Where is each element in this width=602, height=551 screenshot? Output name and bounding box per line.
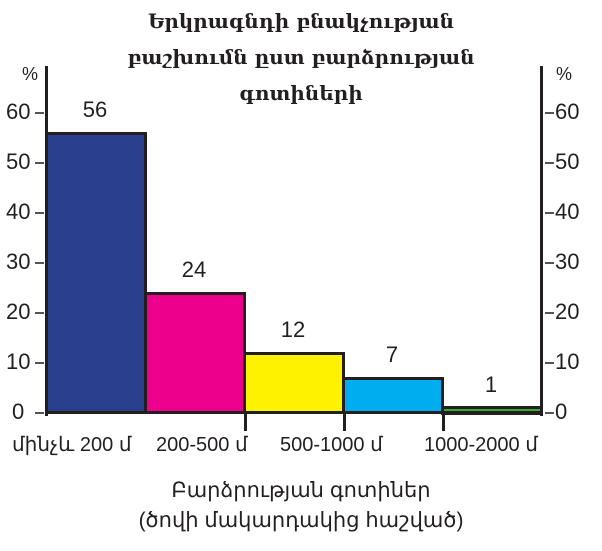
left-y-tick-label: 50	[6, 149, 31, 174]
x-tick-1000	[343, 413, 346, 431]
left-y-tick	[35, 212, 44, 214]
bar-1	[144, 292, 246, 414]
right-y-tick	[545, 412, 554, 414]
x-axis-subtitle: (ծովի մակարդակից հաշված)	[138, 509, 464, 532]
right-y-tick-label: 20	[555, 299, 580, 324]
left-y-tick	[35, 412, 44, 414]
bar-value-label-1: 24	[181, 257, 207, 282]
bar-0	[45, 132, 147, 414]
x-axis-title: Բարձրության գոտիներ	[171, 479, 431, 502]
left-y-tick	[35, 112, 44, 114]
right-y-tick-label: 40	[555, 199, 580, 224]
right-y-tick-label: 10	[555, 349, 580, 374]
right-y-tick	[545, 262, 554, 264]
bar-2	[243, 352, 345, 414]
left-y-tick-label: 40	[6, 199, 31, 224]
x-label-3: 1000-2000 մ	[424, 434, 538, 456]
x-label-0: մինչև 200 մ	[12, 434, 132, 456]
x-tick-2000	[442, 413, 445, 431]
bar-3	[342, 377, 444, 414]
left-y-tick-label: 30	[6, 249, 31, 274]
right-y-tick	[545, 212, 554, 214]
left-y-tick-label: 10	[6, 349, 31, 374]
right-y-tick	[545, 162, 554, 164]
left-y-tick	[35, 162, 44, 164]
right-y-tick	[545, 362, 554, 364]
bar-value-label-2: 12	[280, 317, 306, 342]
right-y-tick-label: 0	[555, 399, 568, 424]
right-y-tick	[545, 312, 554, 314]
right-y-tick-label: 50	[555, 149, 580, 174]
x-baseline	[45, 411, 543, 414]
x-tick-500	[244, 413, 247, 431]
left-y-tick	[35, 312, 44, 314]
right-y-tick-label: 60	[555, 99, 580, 124]
left-y-tick-label: 60	[6, 99, 31, 124]
right-y-tick-label: 30	[555, 249, 580, 274]
chart-title-line-1: Երկրագնդի բնակչության	[147, 9, 454, 33]
x-label-2: 500-1000 մ	[280, 434, 383, 456]
right-y-tick	[545, 112, 554, 114]
bar-value-label-3: 7	[385, 342, 399, 367]
left-y-tick	[35, 362, 44, 364]
left-y-tick-label: 0	[12, 399, 25, 424]
x-label-1: 200-500 մ	[156, 434, 248, 456]
left-percent-label: %	[22, 64, 39, 84]
chart-title-line-2: բաշխումն ըստ բարձրության	[127, 45, 475, 69]
left-y-tick-label: 20	[6, 299, 31, 324]
right-y-axis	[540, 66, 543, 416]
right-percent-label: %	[556, 64, 573, 84]
left-y-tick	[35, 262, 44, 264]
bar-value-label-0: 56	[82, 97, 108, 122]
chart-title-line-3: գոտիների	[239, 81, 363, 105]
bar-value-label-4: 1	[484, 372, 498, 397]
